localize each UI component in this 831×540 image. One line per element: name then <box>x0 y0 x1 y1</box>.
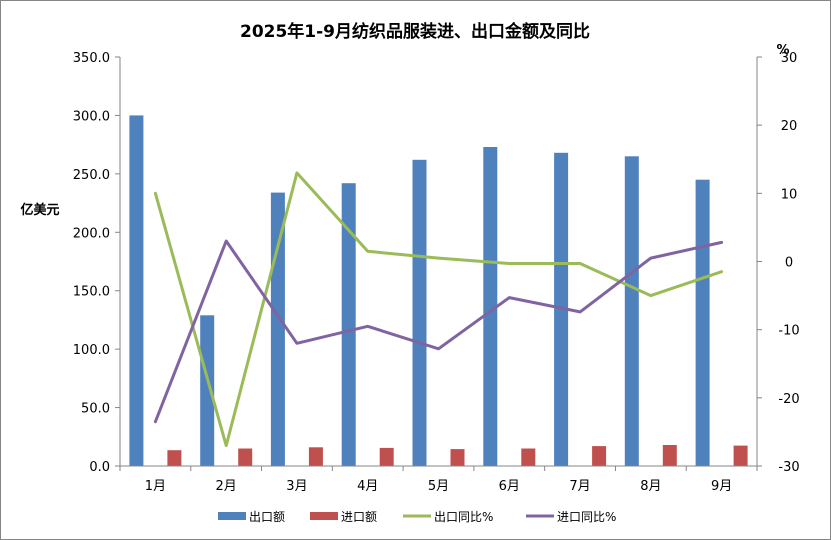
bar-export-9 <box>695 179 710 466</box>
line-export-yoy <box>153 171 724 448</box>
y-left-tick-label: 300.0 <box>73 109 110 124</box>
y-right-axis-label: % <box>776 43 789 58</box>
x-tick-label-6: 6月 <box>499 479 520 494</box>
tick-labels-layer: 0.0 50.0 100.0 150.0 200.0 250.0 300.0 350.0 -30… <box>73 51 800 494</box>
lines-layer <box>153 171 724 448</box>
legend-label-4: 进口同比% <box>557 510 616 524</box>
bar-import-3 <box>308 447 323 466</box>
y-right-tick-label: -30 <box>778 460 799 475</box>
y-right-tick-label: 10 <box>781 187 798 202</box>
bar-export-1 <box>129 115 144 467</box>
bar-export-2 <box>200 315 215 466</box>
bar-import-9 <box>733 445 748 466</box>
legend-swatch-2 <box>310 512 338 520</box>
bar-export-8 <box>624 156 639 467</box>
legend-label-2: 进口额 <box>341 510 377 524</box>
x-tick-label-9: 9月 <box>711 479 732 494</box>
axes-layer <box>115 56 762 471</box>
y-right-tick-label: -10 <box>778 324 799 339</box>
bar-import-2 <box>238 448 253 466</box>
bar-export-5 <box>412 159 427 467</box>
y-left-tick-label: 350.0 <box>73 51 110 66</box>
x-tick-label-3: 3月 <box>286 479 307 494</box>
bar-import-8 <box>662 445 677 466</box>
y-right-tick-label: 0 <box>785 256 793 271</box>
bar-import-1 <box>167 450 182 466</box>
y-left-tick-label: 0.0 <box>89 460 110 475</box>
bar-import-4 <box>379 447 394 466</box>
x-tick-label-2: 2月 <box>216 479 237 494</box>
y-left-tick-label: 50.0 <box>81 402 110 417</box>
y-left-axis-label: 亿美元 <box>20 202 59 218</box>
bar-export-6 <box>483 147 498 466</box>
bar-import-7 <box>592 446 607 466</box>
legend-swatch-1 <box>218 512 246 520</box>
y-right-tick-label: -20 <box>778 392 799 407</box>
x-tick-label-5: 5月 <box>428 479 449 494</box>
x-tick-label-1: 1月 <box>145 479 166 494</box>
legend: 出口额 进口额 出口同比% 进口同比% <box>218 510 616 524</box>
y-right-tick-label: 30 <box>781 51 798 66</box>
x-tick-label-8: 8月 <box>640 479 661 494</box>
legend-label-1: 出口额 <box>249 510 285 524</box>
line-import-yoy <box>153 239 724 424</box>
chart-title: 2025年1-9月纺织品服装进、出口金额及同比 <box>240 21 590 42</box>
bar-export-4 <box>341 183 356 466</box>
y-left-tick-label: 100.0 <box>73 343 110 358</box>
y-left-tick-label: 250.0 <box>73 168 110 183</box>
bars-layer <box>129 115 748 467</box>
y-left-tick-label: 150.0 <box>73 285 110 300</box>
bar-import-6 <box>521 448 536 466</box>
y-right-tick-label: 20 <box>781 119 798 134</box>
legend-label-3: 出口同比% <box>434 510 493 524</box>
bar-export-3 <box>270 192 285 466</box>
x-tick-label-4: 4月 <box>357 479 378 494</box>
y-left-tick-label: 200.0 <box>73 226 110 241</box>
bar-import-5 <box>450 449 465 466</box>
x-tick-label-7: 7月 <box>569 479 590 494</box>
